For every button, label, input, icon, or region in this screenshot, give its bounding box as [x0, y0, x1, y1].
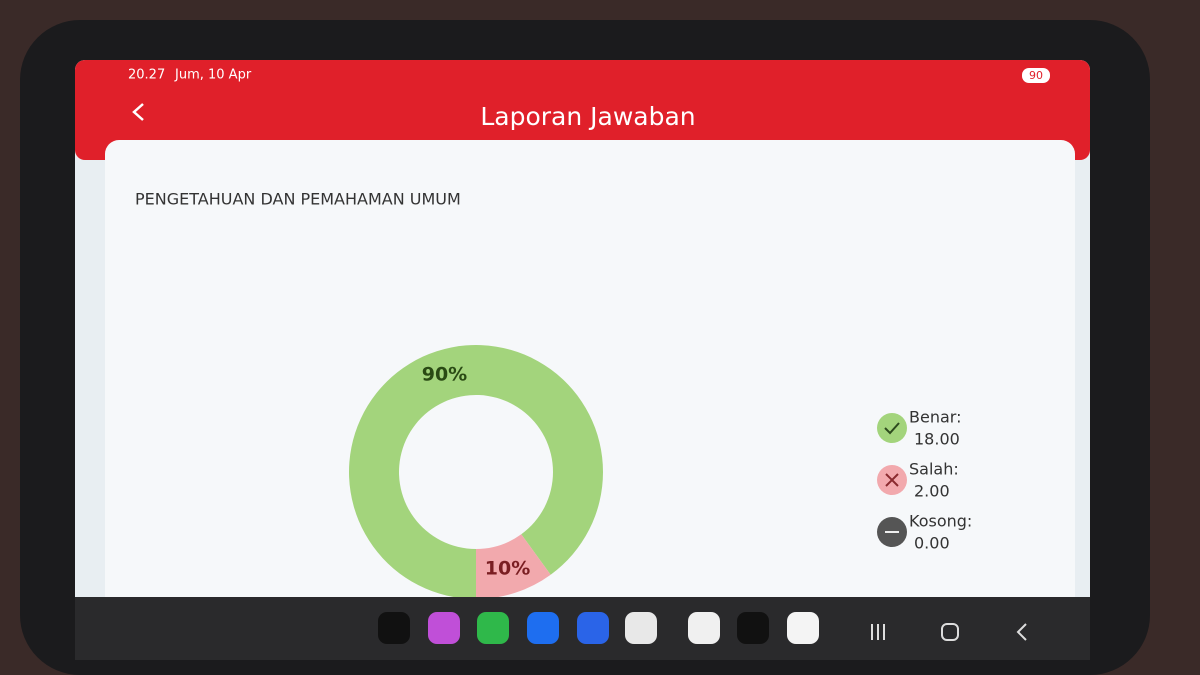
- legend-label: Benar:: [909, 408, 961, 427]
- legend-value: 2.00: [914, 482, 950, 501]
- app-header: [75, 60, 1090, 160]
- legend-value: 0.00: [914, 534, 950, 553]
- header-title: Laporan Jawaban: [480, 102, 695, 131]
- battery-level: 90: [1029, 69, 1043, 82]
- donut-slice: [349, 345, 603, 597]
- app-dock: [378, 612, 1027, 644]
- section-title: PENGETAHUAN DAN PEMAHAMAN UMUM: [135, 190, 461, 209]
- slice-label: 90%: [422, 363, 467, 385]
- card: [105, 140, 1075, 610]
- battery-icon: [1022, 68, 1050, 83]
- legend-label: Kosong:: [909, 512, 972, 531]
- legend-label: Salah:: [909, 460, 959, 479]
- back-button[interactable]: [132, 103, 144, 121]
- status-time: 20.27: [128, 68, 165, 83]
- correct-icon: [877, 413, 907, 443]
- donut-chart: 90% 10%: [349, 345, 603, 597]
- status-date: Jum, 10 Apr: [174, 68, 252, 83]
- legend-value: 18.00: [914, 430, 960, 449]
- donut-slice: [476, 534, 551, 597]
- legend: Benar: 18.00 Salah: 2.00 Kosong: 0.00: [877, 408, 972, 553]
- slice-label: 10%: [485, 558, 530, 580]
